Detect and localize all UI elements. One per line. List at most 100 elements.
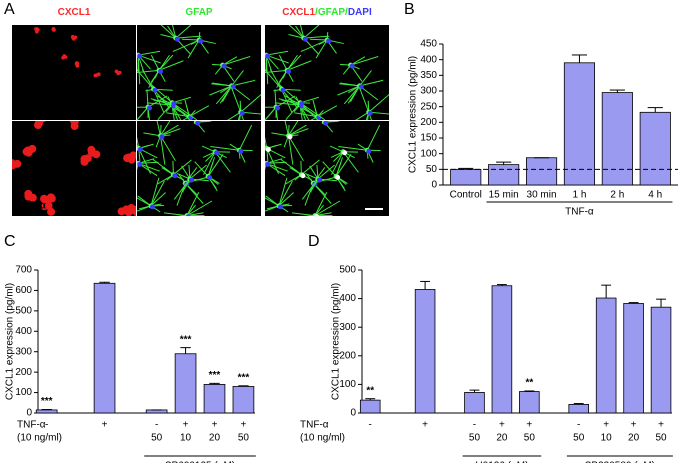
column-title-part: DAPI	[348, 7, 372, 18]
astrocyte-process	[160, 135, 176, 161]
bar	[491, 285, 513, 414]
cxcl1-signal	[117, 207, 126, 216]
y-tick-label: 700	[15, 265, 32, 276]
x-row-label: 20	[496, 433, 508, 444]
bar	[639, 111, 671, 186]
x-row-label: 50	[524, 433, 536, 444]
astrocyte-process	[284, 121, 289, 136]
astrocyte-process	[160, 121, 171, 137]
astrocyte-process	[160, 128, 181, 137]
astrocyte-process	[137, 136, 140, 149]
astrocyte-process	[214, 151, 231, 173]
astrocyte-process	[215, 85, 232, 105]
nucleus	[323, 121, 329, 126]
astrocyte-process	[265, 163, 267, 171]
bar	[650, 306, 672, 414]
astrocyte-process	[315, 39, 328, 59]
nucleus	[150, 204, 156, 210]
x-row-label: +	[212, 420, 218, 431]
x-row-label: -	[45, 420, 48, 431]
y-tick-label: 500	[339, 265, 356, 276]
astrocyte-process	[186, 200, 213, 216]
cxcl1-signal	[35, 29, 39, 34]
astrocyte-process	[288, 128, 309, 137]
astrocyte-process	[299, 104, 303, 120]
y-tick-label: 500	[15, 305, 32, 316]
nucleus	[188, 177, 194, 183]
astrocyte-process	[157, 174, 174, 185]
nucleus	[367, 110, 373, 116]
astrocyte-process	[277, 82, 301, 104]
cxcl1-signal	[24, 189, 33, 198]
cxcl1-signal	[73, 35, 78, 40]
astrocyte-process	[171, 102, 191, 120]
y-tick-label: 0	[350, 408, 356, 419]
nucleus	[366, 148, 372, 154]
astrocyte-process	[181, 38, 200, 41]
y-tick-label: 400	[420, 54, 437, 65]
astrocyte-process	[150, 180, 165, 207]
astrocyte-process	[278, 180, 293, 207]
y-tick-label: 400	[15, 326, 32, 337]
astrocyte-process	[288, 124, 307, 137]
bar	[174, 353, 197, 414]
astrocyte-process	[359, 79, 384, 87]
astrocyte-process	[156, 121, 161, 136]
x-row-label: +	[422, 420, 428, 431]
nucleus	[302, 36, 308, 42]
bar	[93, 282, 116, 414]
cxcl1-signal	[124, 153, 133, 162]
astrocyte-process	[359, 87, 370, 113]
x-row-label: -	[155, 420, 158, 431]
bar	[359, 399, 381, 414]
astrocyte-process	[350, 56, 366, 66]
astrocyte-process	[171, 104, 182, 120]
astrocyte-process	[182, 116, 190, 120]
cxcl1-signal	[35, 121, 44, 127]
cxcl1-signal	[75, 61, 79, 65]
nucleus	[186, 214, 191, 216]
nucleus	[342, 150, 348, 156]
bar	[203, 383, 226, 414]
x-row-label: +	[102, 420, 108, 431]
astrocyte-process	[303, 25, 320, 39]
y-tick-label: 0	[26, 408, 32, 419]
x-tick-label: Control	[450, 190, 482, 201]
cxcl1-signal	[71, 121, 80, 125]
significance-label: **	[525, 378, 533, 389]
astrocyte-process	[303, 215, 315, 216]
y-tick-label: 600	[15, 285, 32, 296]
astrocyte-process	[163, 212, 188, 216]
tile-letter: b	[141, 29, 147, 40]
cxcl1-signal	[34, 27, 39, 31]
x-row-label: +	[499, 420, 505, 431]
x-row-title: TNF-α	[300, 420, 329, 431]
astrocyte-process	[265, 106, 277, 120]
y-tick-label: 300	[339, 322, 356, 333]
tile-letter: a	[16, 29, 22, 40]
astrocyte-process	[337, 85, 360, 96]
astrocyte-process	[286, 55, 298, 71]
x-row-label: -	[369, 420, 372, 431]
astrocyte-process	[160, 33, 176, 39]
y-tick-label: 350	[420, 70, 437, 81]
bar	[464, 392, 485, 414]
astrocyte-process	[310, 116, 318, 120]
astrocyte-process	[158, 60, 184, 71]
astrocyte-process	[338, 146, 368, 151]
astrocyte-process	[309, 165, 319, 180]
astrocyte-process	[275, 107, 278, 120]
astrocyte-process	[299, 102, 326, 120]
astrocyte-process	[153, 99, 173, 104]
bar	[488, 164, 520, 186]
cxcl1-signal	[95, 73, 100, 77]
x-row-label: -	[473, 420, 476, 431]
astrocyte-process	[160, 135, 166, 165]
nucleus	[265, 53, 271, 59]
nucleus	[278, 204, 284, 210]
astrocyte-process	[303, 35, 330, 39]
astrocyte-process	[281, 99, 301, 104]
column-title: CXCL1	[58, 7, 91, 18]
bar	[568, 404, 590, 414]
astrocyte-process	[146, 89, 149, 108]
